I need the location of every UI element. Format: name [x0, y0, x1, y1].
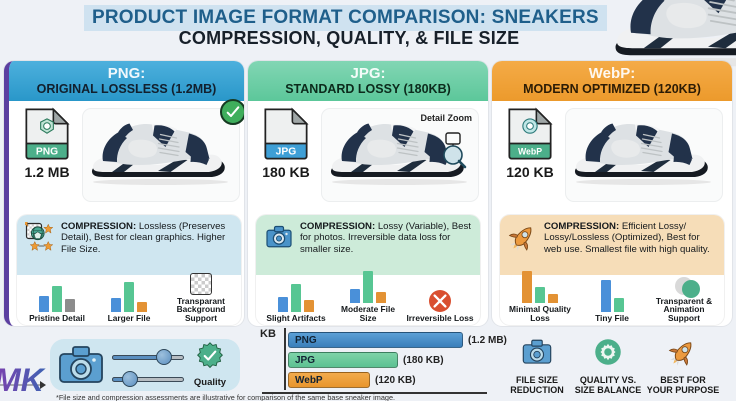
- svg-text:PNG: PNG: [36, 147, 58, 158]
- svg-text:MK: MK: [0, 362, 47, 398]
- svg-text:JPG: JPG: [276, 147, 297, 158]
- svg-text:WebP: WebP: [518, 147, 542, 157]
